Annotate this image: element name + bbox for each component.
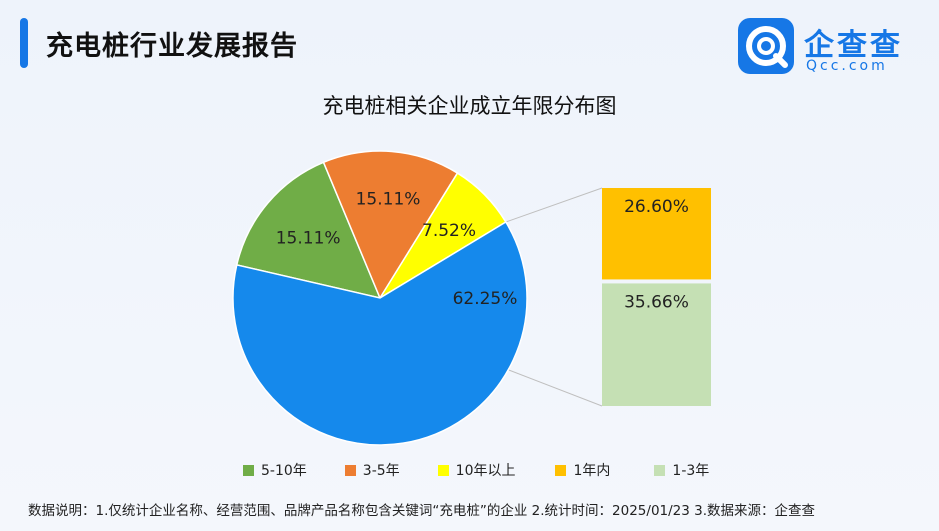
pie-data-label-1: 15.11% <box>356 189 421 209</box>
breakdown-data-label-1: 35.66% <box>624 292 689 312</box>
legend-swatch <box>344 464 356 476</box>
legend-item-0: 5-10年 <box>243 460 307 480</box>
legend-label: 5-10年 <box>261 463 307 479</box>
data-footnote: 数据说明：1.仅统计企业名称、经营范围、品牌产品名称包含关键词“充电桩”的企业 … <box>28 503 816 519</box>
pie-slice-3 <box>232 220 528 446</box>
pie-data-label-3: 62.25% <box>453 289 518 309</box>
pie-slice-0 <box>235 161 382 300</box>
qcc-logo-icon <box>738 18 794 74</box>
pie-data-label-0: 15.11% <box>276 228 341 248</box>
legend-swatch <box>437 464 449 476</box>
chart-title: 充电桩相关企业成立年限分布图 <box>322 94 617 118</box>
legend-swatch <box>654 464 666 476</box>
legend-label: 1-3年 <box>672 463 710 479</box>
legend-swatch <box>555 464 567 476</box>
breakdown-bar-segment-0 <box>602 188 711 280</box>
legend-label: 10年以上 <box>455 463 516 479</box>
connector-line-top <box>505 187 603 223</box>
breakdown-data-label-0: 26.60% <box>624 197 689 217</box>
legend-label: 1年内 <box>573 463 611 479</box>
page-title: 充电桩行业发展报告 <box>46 31 298 62</box>
breakdown-bar-segment-1 <box>602 283 711 406</box>
pie-data-label-2: 7.52% <box>422 221 476 241</box>
legend-item-2: 10年以上 <box>437 460 516 480</box>
title-accent-bar <box>20 18 28 68</box>
chart-legend: 5-10年 3-5年 10年以上 1年内 1-3年 <box>243 459 709 481</box>
qcc-logo: 企查查 Qcc.com <box>738 18 928 76</box>
legend-item-4: 1-3年 <box>654 460 709 480</box>
pie-slice-1 <box>322 150 459 300</box>
logo-wordmark-en: Qcc.com <box>806 58 888 74</box>
legend-swatch <box>243 464 254 476</box>
legend-item-3: 1年内 <box>555 460 610 480</box>
legend-item-1: 3-5年 <box>344 460 400 480</box>
logo-wordmark-cn: 企查查 <box>804 28 903 63</box>
legend-label: 3-5年 <box>362 463 400 479</box>
